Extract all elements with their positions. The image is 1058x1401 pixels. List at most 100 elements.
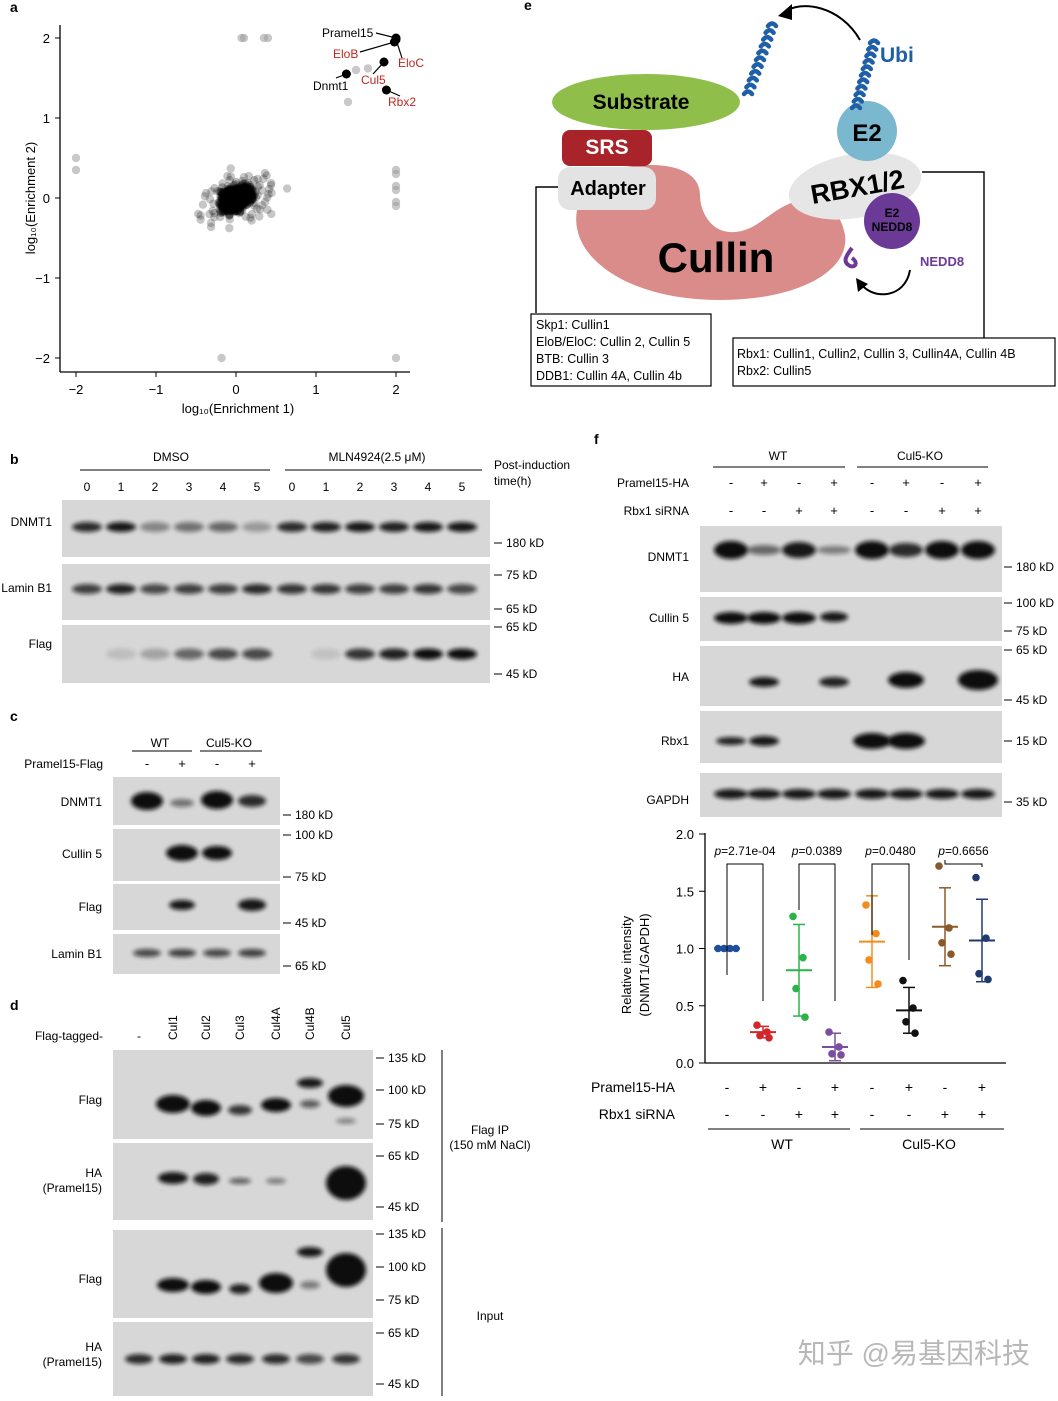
time-label-line1: Post-induction: [494, 458, 570, 472]
scatter-point: [233, 198, 242, 208]
y-tick-label: −1: [35, 271, 50, 286]
scatter-point: [240, 189, 250, 198]
marker-label: 45 kD: [295, 916, 327, 930]
panel-d-letter: d: [10, 997, 19, 1013]
scatter-point: [241, 187, 251, 196]
scatter-point: [235, 192, 245, 201]
ubiquitin-chain-icon: [741, 21, 881, 111]
scatter-point: [222, 198, 231, 208]
scatter-point: [233, 189, 242, 198]
condition-sign-plot: +: [831, 1106, 839, 1122]
scatter-point: [232, 191, 242, 200]
scatter-point: [245, 190, 255, 199]
scatter-point: [227, 191, 236, 200]
scatter-point: [239, 193, 248, 202]
scatter-point: [226, 199, 235, 208]
scatter-point: [228, 190, 237, 200]
scatter-point: [222, 199, 232, 209]
scatter-point: [230, 197, 239, 207]
scatter-point: [232, 188, 241, 197]
scatter-point: [241, 193, 250, 203]
blot-dnmt1-c: [113, 777, 280, 825]
scatter-point: [251, 187, 260, 196]
data-point: [945, 924, 953, 932]
scatter-point: [227, 201, 236, 210]
scatter-point: [234, 199, 244, 208]
blot-band: [855, 789, 889, 799]
scatter-point: [224, 193, 234, 202]
scatter-point: [240, 182, 249, 192]
scatter-point: [243, 194, 253, 203]
scatter-point: [221, 195, 230, 205]
scatter-point: [242, 195, 251, 204]
scatter-point: [222, 187, 232, 197]
scatter-point: [227, 198, 236, 208]
scatter-point: [227, 192, 237, 201]
scatter-point: [234, 185, 243, 194]
scatter-point: [234, 197, 243, 207]
row-label: Flag: [79, 1272, 102, 1286]
scatter-point: [236, 197, 246, 206]
scatter-point: [227, 197, 236, 206]
blot-band: [125, 1354, 153, 1364]
scatter-point: [218, 189, 227, 198]
scatter-point: [226, 197, 235, 206]
nedd8-arrowhead-icon: [856, 278, 868, 292]
scatter-point: [238, 179, 248, 188]
condition-sign-plot: +: [759, 1079, 767, 1095]
row-label: Lamin B1: [1, 581, 52, 595]
scatter-point: [229, 199, 239, 209]
scatter-point: [223, 196, 232, 206]
scatter-point: [223, 207, 232, 216]
size-markers-f: 180 kD 100 kD 75 kD 65 kD 45 kD 15 kD 35 kD: [1004, 560, 1054, 809]
highlight-point: [341, 69, 351, 79]
condition-sign: -: [762, 503, 766, 518]
scatter-point: [221, 192, 231, 201]
scatter-point: [231, 187, 240, 197]
ubi-link: [864, 51, 877, 59]
scatter-point: [231, 190, 240, 200]
group-cul5ko-plot: Cul5-KO: [902, 1136, 956, 1152]
scatter-point: [230, 188, 240, 197]
scatter-point: [243, 191, 253, 201]
scatter-point: [237, 187, 247, 196]
data-group-f: [859, 895, 885, 989]
scatter-point: [236, 192, 246, 202]
scatter-point: [234, 203, 243, 212]
marker-label: 100 kD: [388, 1260, 426, 1274]
scatter-point: [246, 195, 255, 205]
blot-band: [326, 1253, 366, 1287]
scatter-point: [231, 187, 241, 197]
scatter-point: [233, 200, 242, 209]
scatter-point: [232, 190, 241, 199]
scatter-point: [236, 191, 246, 200]
scatter-point: [240, 184, 249, 194]
blot-band: [262, 1354, 290, 1364]
scatter-point: [229, 203, 239, 213]
scatter-point: [232, 187, 242, 196]
x-tick-label: −2: [69, 382, 84, 397]
scatter-outlier: [363, 64, 373, 73]
scatter-point: [240, 183, 250, 192]
blot-band: [328, 1085, 364, 1107]
scatter-point: [238, 199, 247, 209]
scatter-point: [231, 201, 240, 211]
marker-label: 65 kD: [506, 620, 538, 634]
scatter-point: [231, 201, 241, 210]
scatter-point: [233, 191, 242, 201]
scatter-point: [239, 191, 249, 200]
scatter-point: [237, 194, 247, 203]
scatter-point: [267, 209, 276, 219]
scatter-point: [265, 184, 274, 194]
scatter-point: [224, 195, 233, 205]
scatter-point: [227, 192, 236, 201]
time-point-label: 3: [186, 480, 193, 494]
blot-band: [158, 1172, 188, 1184]
scatter-point: [236, 207, 245, 216]
scatter-point: [220, 192, 229, 202]
scatter-point: [233, 192, 242, 201]
blot-band: [208, 522, 238, 532]
scatter-point: [229, 191, 238, 201]
scatter-point: [237, 183, 246, 193]
scatter-point: [222, 188, 231, 198]
